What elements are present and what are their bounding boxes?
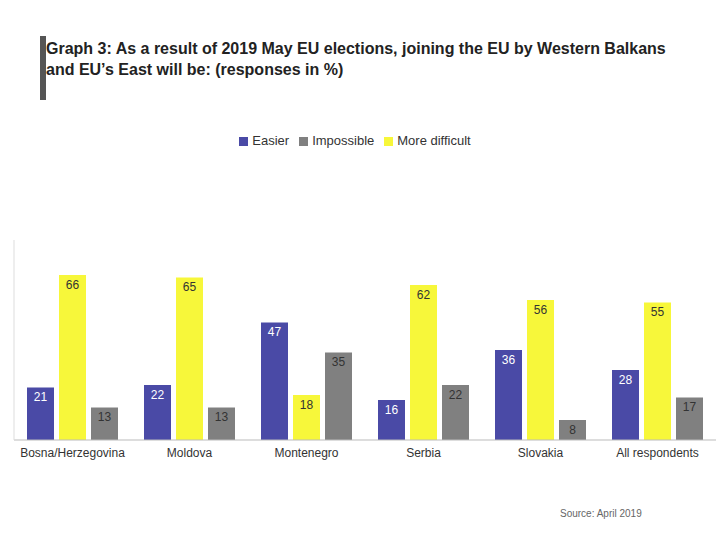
svg-text:8: 8 — [569, 423, 576, 437]
svg-text:Serbia: Serbia — [406, 446, 441, 460]
html-text:Impossible: Impossible — [312, 133, 375, 148]
html-text:More difficult: More difficult — [397, 133, 471, 148]
svg-text:36: 36 — [502, 353, 516, 367]
svg-text:66: 66 — [66, 278, 80, 292]
html-text:Source: April 2019: Source: April 2019 — [560, 508, 642, 519]
html-text:Graph 3: As a result of 2019 M: Graph 3: As a result of 2019 May EU elec… — [46, 40, 666, 78]
svg-text:13: 13 — [98, 410, 112, 424]
svg-text:Bosna/Herzegovina: Bosna/Herzegovina — [20, 446, 125, 460]
svg-text:All respondents: All respondents — [616, 446, 699, 460]
svg-text:Montenegro: Montenegro — [274, 446, 338, 460]
svg-text:56: 56 — [534, 303, 548, 317]
svg-text:55: 55 — [651, 305, 665, 319]
svg-text:62: 62 — [417, 288, 431, 302]
svg-text:Slovakia: Slovakia — [518, 446, 564, 460]
svg-text:21: 21 — [34, 390, 48, 404]
svg-text:Moldova: Moldova — [167, 446, 213, 460]
svg-text:28: 28 — [619, 373, 633, 387]
svg-text:18: 18 — [300, 398, 314, 412]
svg-text:47: 47 — [268, 325, 282, 339]
svg-text:13: 13 — [215, 410, 229, 424]
svg-text:16: 16 — [385, 403, 399, 417]
svg-text:65: 65 — [183, 280, 197, 294]
svg-text:17: 17 — [683, 400, 697, 414]
svg-text:22: 22 — [151, 388, 165, 402]
html-text:Easier: Easier — [252, 133, 290, 148]
svg-text:35: 35 — [332, 355, 346, 369]
svg-text:22: 22 — [449, 388, 463, 402]
